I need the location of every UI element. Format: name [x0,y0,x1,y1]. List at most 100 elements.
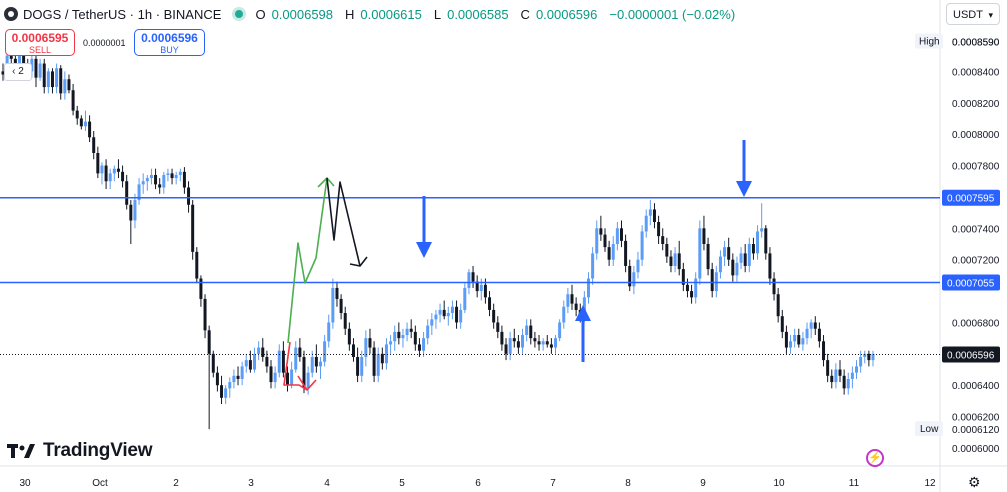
x-tick-label: 9 [700,478,706,489]
candle-body [483,284,487,298]
candle-body [302,356,306,389]
sell-label: SELL [28,45,52,55]
black-projection-path [326,177,361,267]
candle-body [475,281,479,292]
candle-body [137,184,141,201]
candle-body [360,356,364,376]
high-value: 0.0006615 [360,6,422,22]
tradingview-logo-icon [7,444,35,458]
x-tick-label: 11 [849,478,860,489]
candle-body [405,328,409,336]
candle-body [681,269,685,285]
candle-body [863,353,867,357]
logo-text: TradingView [43,440,153,461]
candle-body [702,228,706,244]
chevron-down-icon: ▾ [988,10,993,20]
candle-body [731,259,735,276]
candle-body [710,269,714,292]
candle-body [380,353,384,364]
candle-body [50,71,54,88]
candle-body [525,325,529,336]
buy-label: BUY [160,45,179,55]
candle-body [343,313,347,329]
candle-body [586,278,590,298]
candle-body [232,375,236,383]
candle-body [459,309,463,323]
candle-body [624,240,628,266]
candle-body [298,347,302,357]
y-tick-label: 0.0007200 [952,256,1000,267]
candle-body [310,356,314,373]
x-tick-label: 2 [173,478,179,489]
candle-body [422,338,426,351]
candle-body [628,265,632,287]
candle-body [541,341,545,345]
blue-down-arrow-2 [736,140,752,197]
candle-body [384,344,388,364]
buy-button[interactable]: 0.0006596 BUY [134,29,205,56]
black-arrow-head [349,256,368,267]
candle-body [558,322,562,339]
candle-body [116,168,120,172]
candle-body [768,253,772,279]
candle-body [521,335,525,348]
candle-body [797,335,801,345]
y-tick-label: 0.0006800 [952,318,1000,329]
candle-body [240,366,244,379]
candle-body [747,244,751,266]
candle-body [652,209,656,223]
currency-select[interactable]: USDT ▾ [946,3,1000,25]
y-tick-label: 0.0007800 [952,162,1000,173]
candle-body [327,322,331,342]
candle-body [805,328,809,339]
candle-body [467,272,471,288]
candle-body [149,174,153,179]
sell-button[interactable]: 0.0006595 SELL [5,29,75,56]
low-label: Low [920,424,939,435]
symbol-title[interactable]: DOGS / TetherUS · 1h · BINANCE [23,6,222,22]
candle-body [855,366,859,373]
candle-body [409,328,413,332]
level-price-tag [942,274,1000,291]
candle-body [718,256,722,273]
x-tick-label: 3 [248,478,254,489]
candle-body [739,253,743,263]
candle-body [215,372,219,386]
candle-body [669,256,673,266]
candle-body [335,287,339,299]
change-value: −0.0000001 (−0.02%) [609,6,736,22]
high-tag [915,33,943,49]
low-tag [915,421,943,437]
candle-body [846,378,850,389]
candle-body [500,331,504,345]
candle-body [496,322,500,332]
candle-body [265,356,269,367]
high-label: High [919,37,940,48]
y-tick-label: 0.0008200 [952,99,1000,110]
candle-body [286,372,290,386]
lightning-icon[interactable]: ⚡ [866,449,884,467]
candle-body [393,331,397,342]
close-label: C [520,6,530,22]
candle-body [599,228,603,235]
candle-body [562,306,566,323]
candle-body [55,68,59,88]
candle-body [756,231,760,254]
candle-body [636,259,640,273]
candle-body [809,322,813,329]
x-tick-label: 6 [475,478,481,489]
candle-body [356,356,360,376]
candle-body [257,347,261,354]
candle-body [442,309,446,317]
x-tick-label: 10 [773,478,785,489]
last-price-label: 0.0006596 [947,350,995,361]
candle-body [364,338,368,357]
indicator-toggle-button[interactable]: ‹ 2 [4,63,32,81]
candle-body [690,291,694,298]
candle-body [455,306,459,323]
candle-body [488,297,492,310]
candle-body [306,372,310,389]
gear-icon[interactable]: ⚙ [968,474,981,490]
candle-body [203,298,207,331]
